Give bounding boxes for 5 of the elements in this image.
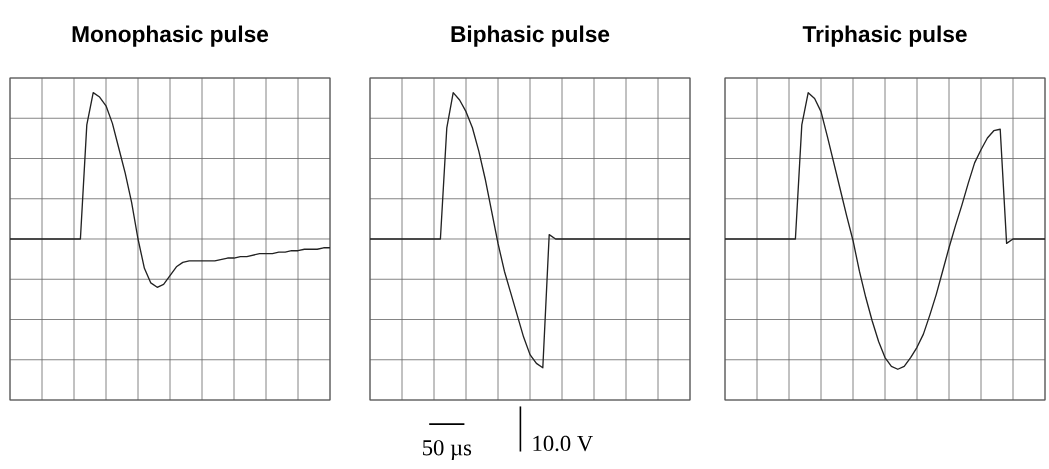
chart-title: Monophasic pulse: [72, 25, 269, 47]
text: 10.0 V: [533, 435, 593, 452]
chart-title: Triphasic pulse: [802, 25, 967, 47]
chart-title: Biphasic pulse: [451, 25, 610, 47]
text: 50 µs: [423, 440, 472, 461]
